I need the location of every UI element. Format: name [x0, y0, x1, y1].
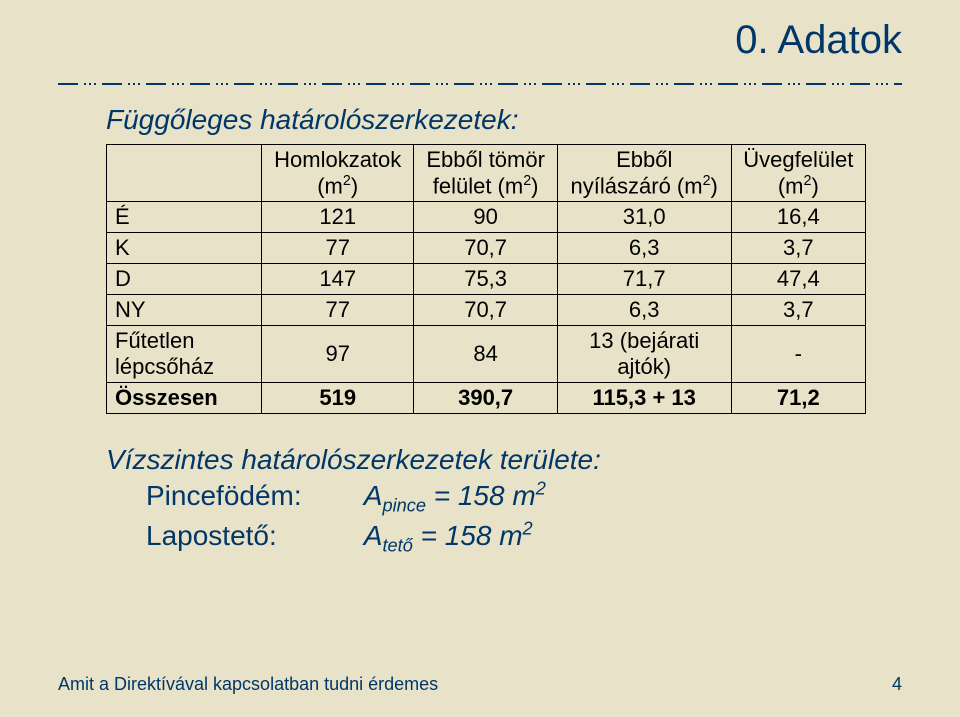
hz-label: Lapostető:: [146, 520, 356, 552]
cell: -: [731, 326, 865, 383]
col-header-homlokzatok: Homlokzatok (m2): [262, 145, 414, 202]
content-area: Függőleges határolószerkezetek: Homlokza…: [106, 104, 880, 556]
table-row: K 77 70,7 6,3 3,7: [107, 233, 866, 264]
hz-value: Apince = 158 m2: [364, 480, 546, 511]
row-label: É: [107, 202, 262, 233]
cell: 77: [262, 295, 414, 326]
cell: 71,7: [557, 264, 731, 295]
data-table: Homlokzatok (m2) Ebből tömör felület (m2…: [106, 144, 866, 414]
cell: 47,4: [731, 264, 865, 295]
table-sum-row: Összesen 519 390,7 115,3 + 13 71,2: [107, 383, 866, 414]
cell: 84: [414, 326, 557, 383]
row-label: Fűtetlenlépcsőház: [107, 326, 262, 383]
row-label: D: [107, 264, 262, 295]
hz-value: Atető = 158 m2: [364, 520, 533, 551]
cell: 3,7: [731, 233, 865, 264]
page-number: 4: [892, 674, 902, 695]
cell: 13 (bejáratiajtók): [557, 326, 731, 383]
cell: 71,2: [731, 383, 865, 414]
hz-row-pince: Pincefödém: Apince = 158 m2: [146, 478, 880, 516]
slide: 0. Adatok Függőleges határolószerkezetek…: [0, 0, 960, 717]
subheading: Függőleges határolószerkezetek:: [106, 104, 880, 136]
table-row: D 147 75,3 71,7 47,4: [107, 264, 866, 295]
table-row: Fűtetlenlépcsőház 97 84 13 (bejáratiajtó…: [107, 326, 866, 383]
col-header-nyilaszaro: Ebből nyílászáró (m2): [557, 145, 731, 202]
cell: 90: [414, 202, 557, 233]
cell: 75,3: [414, 264, 557, 295]
cell: 390,7: [414, 383, 557, 414]
cell: 147: [262, 264, 414, 295]
cell: 70,7: [414, 295, 557, 326]
cell: 3,7: [731, 295, 865, 326]
footer: Amit a Direktívával kapcsolatban tudni é…: [58, 674, 902, 695]
divider-line: [58, 80, 902, 88]
col-header-uvegfelulet: Üvegfelület (m2): [731, 145, 865, 202]
cell: 31,0: [557, 202, 731, 233]
cell: 77: [262, 233, 414, 264]
cell: 6,3: [557, 233, 731, 264]
cell: 70,7: [414, 233, 557, 264]
row-label: Összesen: [107, 383, 262, 414]
hz-label: Pincefödém:: [146, 480, 356, 512]
col-header-tomor: Ebből tömör felület (m2): [414, 145, 557, 202]
row-label: NY: [107, 295, 262, 326]
cell: 97: [262, 326, 414, 383]
table-row: NY 77 70,7 6,3 3,7: [107, 295, 866, 326]
cell: 115,3 + 13: [557, 383, 731, 414]
slide-title: 0. Adatok: [735, 18, 902, 63]
cell: 6,3: [557, 295, 731, 326]
hz-row-teto: Lapostető: Atető = 158 m2: [146, 518, 880, 556]
table-header-row: Homlokzatok (m2) Ebből tömör felület (m2…: [107, 145, 866, 202]
col-header-empty: [107, 145, 262, 202]
table-row: É 121 90 31,0 16,4: [107, 202, 866, 233]
footer-text: Amit a Direktívával kapcsolatban tudni é…: [58, 674, 438, 695]
cell: 121: [262, 202, 414, 233]
row-label: K: [107, 233, 262, 264]
cell: 16,4: [731, 202, 865, 233]
horizontal-section-title: Vízszintes határolószerkezetek területe:: [106, 444, 880, 476]
cell: 519: [262, 383, 414, 414]
